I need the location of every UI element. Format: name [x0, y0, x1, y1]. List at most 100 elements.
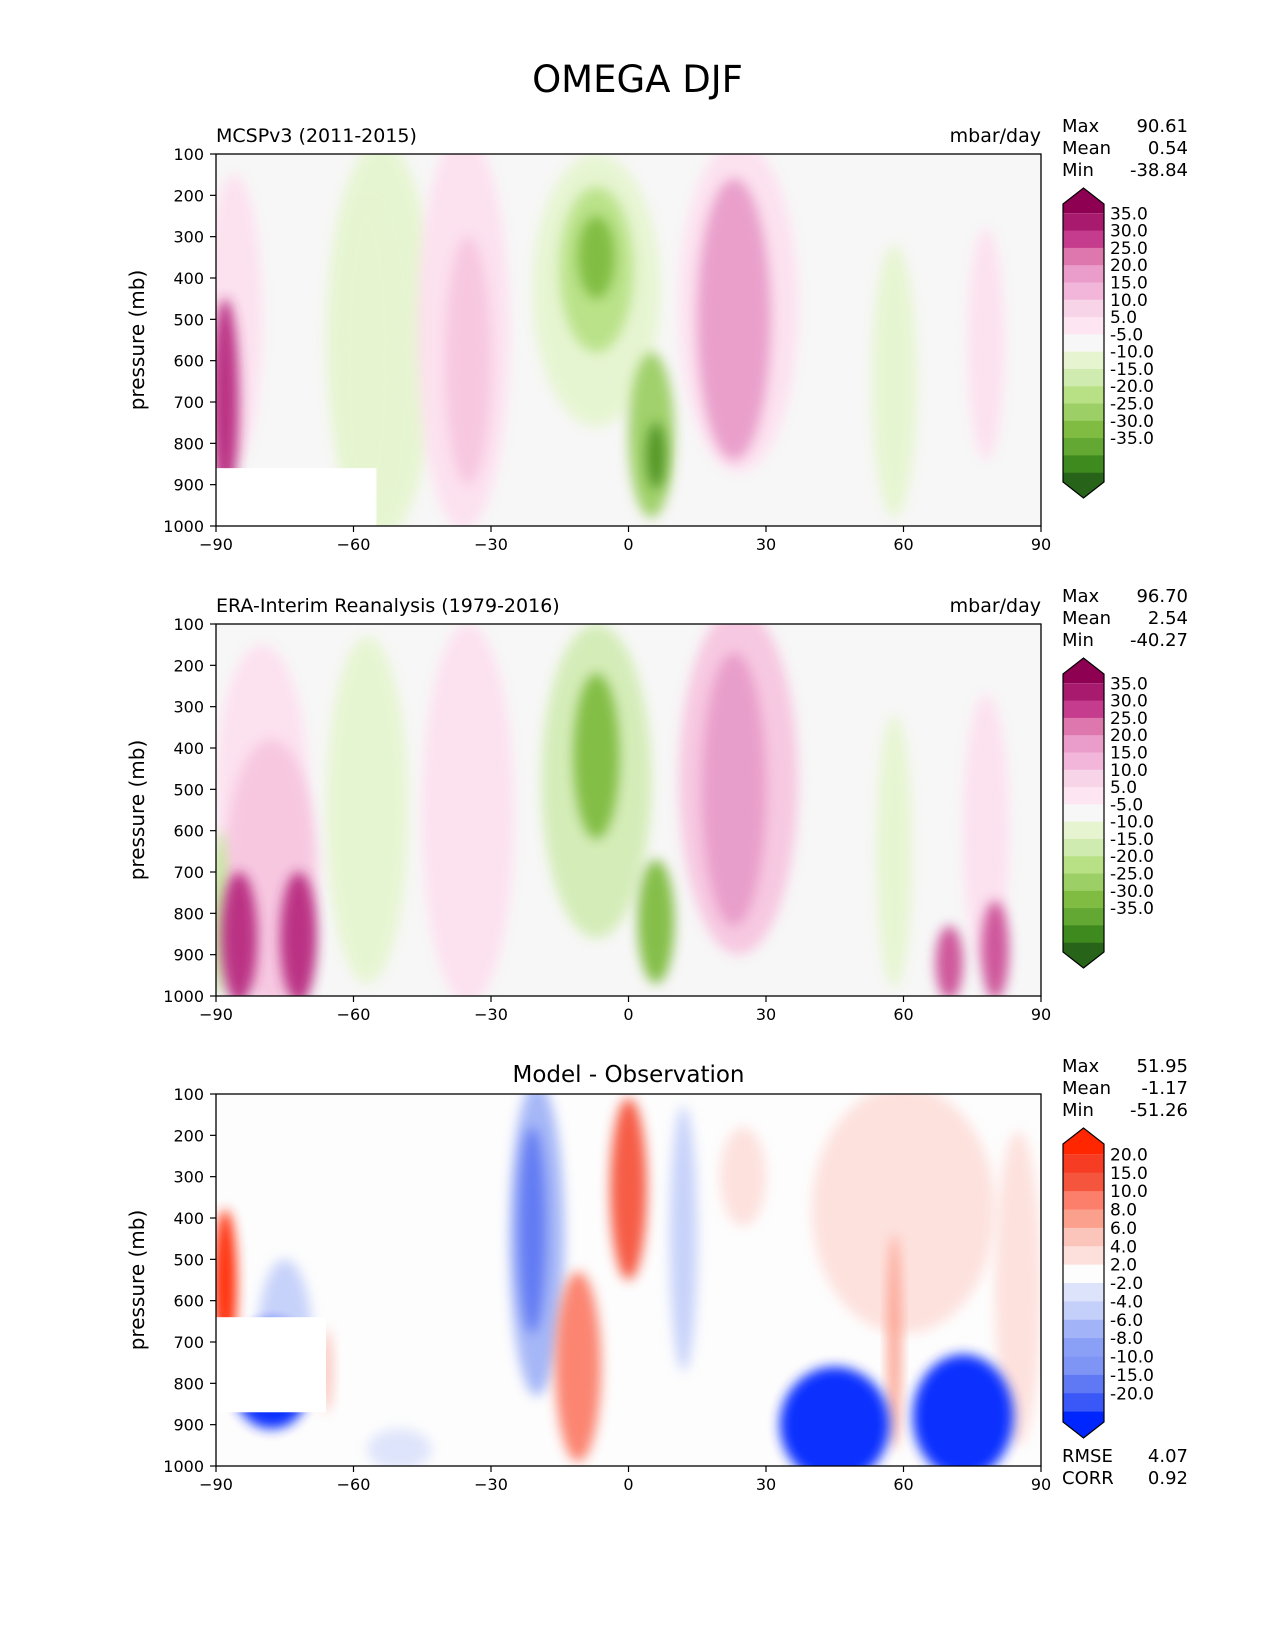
contour-pos-region [720, 1127, 766, 1227]
x-tick-label: 60 [893, 1475, 913, 1494]
colorbar-frame [1062, 657, 1105, 969]
colorbar-tick-label: -6.0 [1110, 1311, 1143, 1331]
colorbar-segment [1063, 1301, 1104, 1321]
y-tick-label: 400 [173, 269, 204, 288]
x-tick-label: 0 [623, 1005, 633, 1024]
colorbar-tick-label: 15.0 [1110, 273, 1148, 293]
colorbar-segment [1063, 804, 1104, 823]
contour-pos-region [422, 624, 514, 996]
x-tick-label: 30 [756, 1005, 776, 1024]
units-label: mbar/day [950, 595, 1041, 617]
colorbar: 35.030.025.020.015.010.05.0-5.0-10.0-15.… [1062, 187, 1154, 499]
contour-pos-region [445, 236, 492, 485]
stat-label-mean: Mean [1062, 1078, 1111, 1099]
colorbar-segment [1063, 1319, 1104, 1339]
stat-label-min: Min [1062, 1100, 1094, 1121]
y-tick-label: 600 [173, 822, 204, 841]
colorbar-segment [1063, 1191, 1104, 1210]
colorbar-segment [1063, 230, 1104, 249]
contour-pos-region [995, 1131, 1041, 1446]
colorbar-tick-label: 15.0 [1110, 1164, 1148, 1184]
contour-neg-region [871, 244, 918, 518]
colorbar-tick-label: 30.0 [1110, 692, 1148, 712]
stat-value-rmse: 4.07 [1148, 1446, 1188, 1467]
stat-value-max: 51.95 [1136, 1056, 1188, 1077]
y-tick-label: 700 [173, 863, 204, 882]
stat-label-max: Max [1062, 586, 1100, 607]
colorbar-segment [1063, 769, 1104, 788]
contour-neg-region [518, 1127, 546, 1334]
colorbar-segment [1063, 1338, 1104, 1357]
colorbar-segment [1063, 403, 1104, 422]
colorbar-tick-label: -5.0 [1110, 325, 1143, 345]
y-tick-label: 1000 [163, 987, 204, 1006]
stat-label-min: Min [1062, 630, 1094, 651]
contour-pos-region [220, 872, 258, 996]
contour-pos-region [701, 652, 767, 926]
x-tick-label: −60 [337, 535, 371, 554]
y-tick-label: 500 [173, 780, 204, 799]
y-tick-label: 800 [173, 1374, 204, 1393]
contour-neg-region [637, 859, 675, 984]
colorbar-segment [1063, 1246, 1104, 1266]
colorbar-extend-top [1063, 188, 1104, 214]
x-tick-label: −60 [337, 1475, 371, 1494]
colorbar-extend-top [1063, 658, 1104, 684]
stat-value-min: -51.26 [1130, 1100, 1188, 1121]
colorbar-segment [1063, 856, 1104, 875]
y-tick-label: 200 [173, 186, 204, 205]
colorbar-segment [1063, 299, 1104, 318]
colorbar-segment [1063, 700, 1104, 719]
stat-value-corr: 0.92 [1148, 1468, 1188, 1489]
y-tick-label: 100 [173, 1085, 204, 1104]
y-tick-label: 1000 [163, 517, 204, 536]
colorbar-segment [1063, 908, 1104, 926]
colorbar-extend-bottom [1063, 1411, 1104, 1438]
y-tick-label: 100 [173, 145, 204, 164]
colorbar-tick-label: 25.0 [1110, 239, 1148, 259]
colorbar-tick-label: -20.0 [1110, 1384, 1154, 1404]
colorbar-frame [1062, 1127, 1105, 1439]
colorbar-tick-label: -35.0 [1110, 429, 1154, 449]
colorbar-tick-label: -10.0 [1110, 343, 1154, 363]
colorbar-tick-label: 20.0 [1110, 256, 1148, 276]
stat-label-rmse: RMSE [1062, 1446, 1113, 1467]
x-tick-label: 90 [1031, 1475, 1051, 1494]
y-tick-label: 500 [173, 1250, 204, 1269]
y-tick-label: 700 [173, 1333, 204, 1352]
colorbar-segment [1063, 1172, 1104, 1192]
contour-neg-region [339, 203, 395, 518]
colorbar-segment [1063, 247, 1104, 266]
colorbar-segment [1063, 317, 1104, 335]
contour-neg-region [779, 1366, 890, 1466]
colorbar-tick-label: 8.0 [1110, 1201, 1137, 1221]
colorbar-tick-label: 15.0 [1110, 743, 1148, 763]
colorbar-segment [1063, 265, 1104, 283]
y-tick-label: 400 [173, 1209, 204, 1228]
contour-fields [216, 624, 1009, 996]
colorbar-tick-label: -25.0 [1110, 395, 1154, 415]
colorbar-tick-label: 20.0 [1110, 726, 1148, 746]
x-tick-label: 30 [756, 535, 776, 554]
colorbar-segment [1063, 1154, 1104, 1174]
y-tick-label: 400 [173, 739, 204, 758]
contour-pos-region [555, 1271, 601, 1462]
colorbar-segment [1063, 735, 1104, 753]
colorbar-segment [1063, 1227, 1104, 1247]
x-tick-label: 90 [1031, 535, 1051, 554]
colorbar-segment [1063, 282, 1104, 301]
colorbar-tick-label: 25.0 [1110, 709, 1148, 729]
y-axis-label: pressure (mb) [125, 740, 149, 881]
contour-neg-region [326, 636, 409, 984]
contour-pos-region [280, 872, 317, 996]
contour-pos-region [811, 1094, 996, 1334]
colorbar-segment [1063, 368, 1104, 387]
colorbar-segment [1063, 1374, 1104, 1394]
colorbar: 20.015.010.08.06.04.02.0-2.0-4.0-6.0-8.0… [1062, 1127, 1154, 1439]
colorbar: 35.030.025.020.015.010.05.0-5.0-10.0-15.… [1062, 657, 1154, 969]
x-tick-label: 0 [623, 1475, 633, 1494]
stat-label-mean: Mean [1062, 138, 1111, 159]
stat-value-min: -38.84 [1130, 160, 1188, 181]
x-tick-label: −90 [199, 1005, 233, 1024]
